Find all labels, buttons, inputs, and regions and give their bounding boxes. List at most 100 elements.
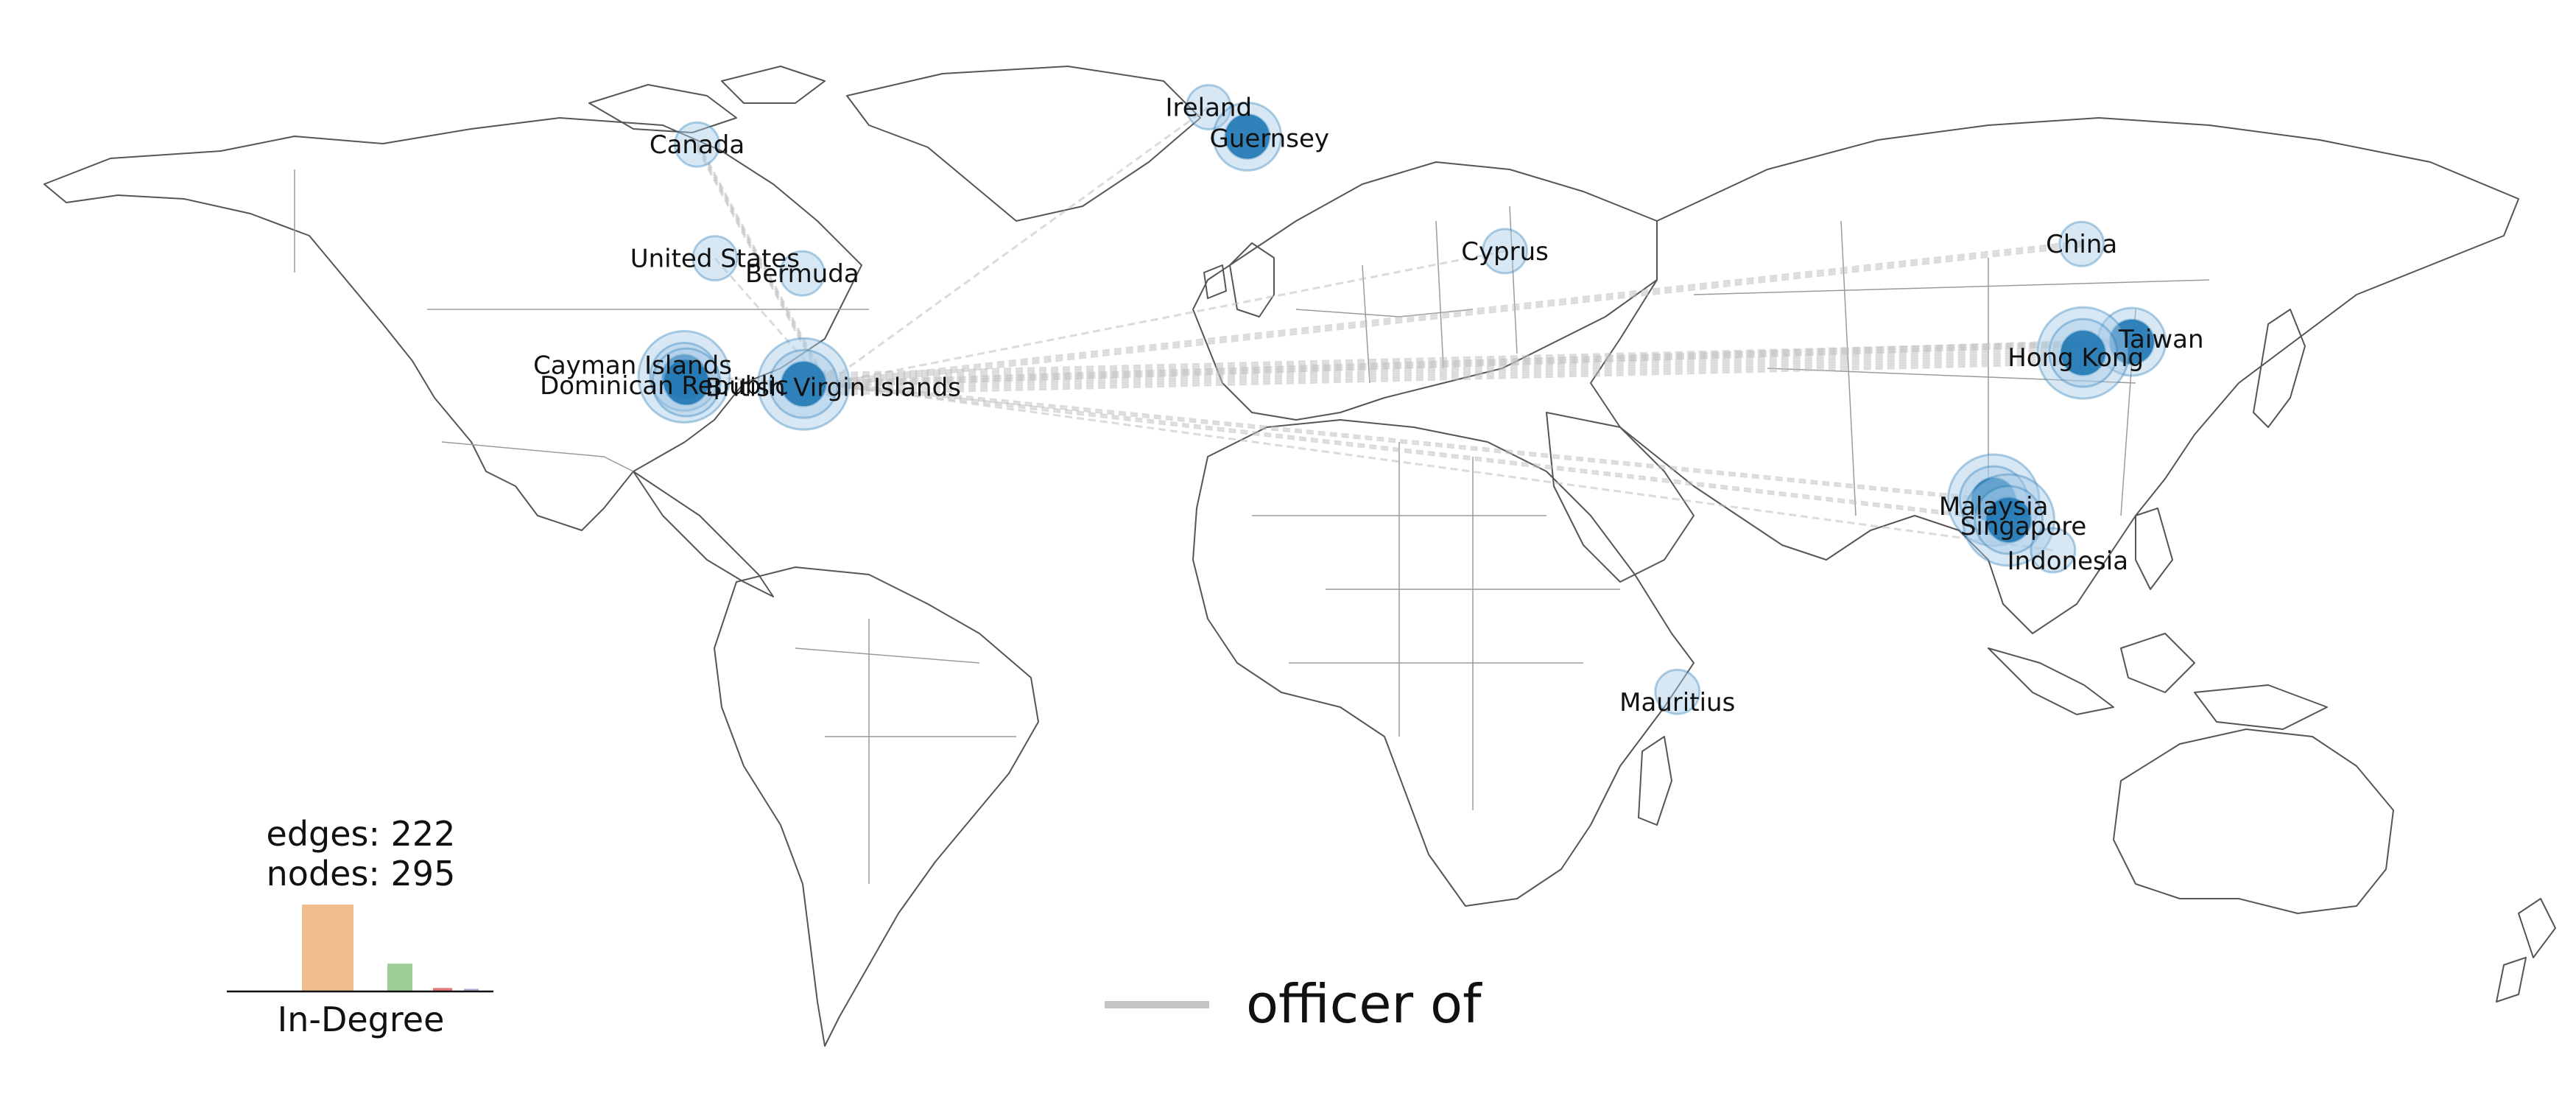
node-cyprus[interactable] bbox=[1482, 228, 1529, 275]
flow-edge-hong-kong-to-british-virgin-islands bbox=[824, 362, 2083, 400]
flow-edge-taiwan-to-british-virgin-islands bbox=[824, 340, 2132, 389]
us-mexico-border bbox=[441, 441, 634, 472]
europe-outline bbox=[1192, 161, 1658, 421]
node-canada[interactable] bbox=[674, 121, 721, 168]
flow-edge-hong-kong-to-british-virgin-islands bbox=[824, 351, 2083, 388]
node-ireland[interactable] bbox=[1185, 83, 1232, 130]
flow-edge-hong-kong-to-british-virgin-islands bbox=[824, 357, 2083, 395]
node-mauritius[interactable] bbox=[1654, 668, 1701, 715]
node-indonesia[interactable] bbox=[2030, 527, 2077, 574]
place-label-mauritius: Mauritius bbox=[1619, 688, 1735, 717]
node-british-virgin-islands[interactable] bbox=[756, 337, 851, 431]
edges-count: edges: 222 bbox=[267, 814, 456, 854]
flow-edge-hong-kong-to-british-virgin-islands bbox=[824, 341, 2083, 379]
node-ring-singapore bbox=[1985, 496, 2033, 544]
node-ring-british-virgin-islands bbox=[780, 360, 827, 407]
arabia-outline bbox=[1546, 412, 1695, 583]
place-label-singapore: Singapore bbox=[1960, 512, 2087, 541]
asia-outline bbox=[1590, 117, 2519, 634]
node-ring-indonesia bbox=[2030, 527, 2077, 574]
basemap bbox=[43, 66, 2556, 1047]
node-hong-kong[interactable] bbox=[2036, 306, 2130, 400]
africa-borders bbox=[1252, 442, 1620, 810]
flow-edge-hong-kong-to-british-virgin-islands bbox=[824, 345, 2083, 383]
node-china[interactable] bbox=[2058, 220, 2105, 267]
flow-edge-hong-kong-to-british-virgin-islands bbox=[824, 353, 2083, 390]
flow-edge-hong-kong-to-british-virgin-islands bbox=[824, 359, 2083, 398]
flow-edge-hong-kong-to-british-virgin-islands bbox=[824, 348, 2083, 386]
place-label-hong-kong: Hong Kong bbox=[2007, 343, 2144, 373]
australia-outline bbox=[2113, 728, 2394, 914]
histogram-bar-2 bbox=[387, 963, 412, 991]
place-label-china: China bbox=[2046, 230, 2117, 259]
in-degree-histogram: In-Degree bbox=[227, 905, 493, 1039]
flow-edge-singapore-to-british-virgin-islands bbox=[824, 379, 2009, 520]
node-ring-bermuda bbox=[778, 250, 826, 297]
place-label-guernsey: Guernsey bbox=[1209, 124, 1329, 153]
node-ring-guernsey bbox=[1224, 113, 1271, 160]
node-ring-china bbox=[2058, 220, 2105, 267]
europe-borders bbox=[1295, 206, 1518, 384]
southeast-asia-islands-outline bbox=[1988, 508, 2328, 730]
flow-edge-singapore-to-british-virgin-islands bbox=[824, 381, 2009, 523]
node-ring-united-states bbox=[691, 235, 739, 282]
node-ring-mauritius bbox=[1654, 668, 1701, 715]
place-label-united-states: United States bbox=[630, 245, 800, 274]
nodes-count: nodes: 295 bbox=[267, 854, 456, 893]
south-america-borders bbox=[795, 619, 1016, 884]
central-america-outline bbox=[633, 471, 774, 597]
arctic-islands-outline bbox=[588, 66, 826, 133]
node-ring-dominican-republic bbox=[663, 359, 710, 406]
flow-edge-hong-kong-to-british-virgin-islands bbox=[824, 355, 2083, 393]
node-guernsey[interactable] bbox=[1212, 101, 1283, 172]
madagascar-outline bbox=[1638, 736, 1672, 826]
node-bermuda[interactable] bbox=[778, 250, 826, 297]
north-america-outline bbox=[43, 117, 862, 531]
asia-borders bbox=[1693, 220, 2210, 516]
flow-edge-canada-to-british-virgin-islands bbox=[696, 142, 827, 384]
place-label-ireland: Ireland bbox=[1165, 93, 1252, 122]
flow-edge-ireland-to-british-virgin-islands bbox=[825, 106, 1210, 385]
flow-edge-cyprus-to-british-virgin-islands bbox=[824, 250, 1505, 387]
place-label-bermuda: Bermuda bbox=[745, 259, 859, 289]
node-dominican-republic[interactable] bbox=[651, 347, 722, 418]
country-borders bbox=[294, 169, 2210, 884]
greenland-outline bbox=[846, 66, 1201, 222]
node-singapore[interactable] bbox=[1962, 473, 2056, 567]
place-label-cayman-islands: Cayman Islands bbox=[533, 351, 732, 381]
network-stats: edges: 222 nodes: 295 bbox=[267, 814, 456, 893]
place-label-british-virgin-islands: British Virgin Islands bbox=[705, 373, 961, 402]
japan-outline bbox=[2253, 309, 2306, 428]
node-ring-cyprus bbox=[1482, 228, 1529, 275]
place-label-taiwan: Taiwan bbox=[2118, 325, 2204, 354]
flow-edge-malaysia-to-british-virgin-islands bbox=[824, 378, 1994, 500]
histogram-bar-3 bbox=[433, 988, 452, 991]
flow-edge-china-to-british-virgin-islands bbox=[824, 240, 2082, 386]
flow-edge-taiwan-to-british-virgin-islands bbox=[824, 343, 2132, 392]
place-label-canada: Canada bbox=[650, 130, 745, 160]
flow-edge-china-to-british-virgin-islands bbox=[824, 242, 2082, 388]
flow-edge-canada-to-british-virgin-islands bbox=[696, 140, 827, 382]
place-label-indonesia: Indonesia bbox=[2007, 547, 2128, 576]
flow-edge-china-to-british-virgin-islands bbox=[824, 245, 2082, 391]
flow-edges bbox=[696, 106, 2132, 552]
node-ring-hong-kong bbox=[2060, 329, 2107, 376]
flow-edge-taiwan-to-british-virgin-islands bbox=[824, 338, 2132, 387]
place-label-dominican-republic: Dominican Republic bbox=[540, 371, 789, 401]
histogram-bar-1 bbox=[302, 905, 353, 991]
south-america-outline bbox=[714, 566, 1039, 1047]
histogram-title: In-Degree bbox=[278, 1000, 445, 1039]
node-taiwan[interactable] bbox=[2097, 306, 2167, 377]
flow-edge-hong-kong-to-british-virgin-islands bbox=[824, 343, 2083, 381]
flow-edge-indonesia-to-british-virgin-islands bbox=[824, 380, 2054, 552]
node-ring-ireland bbox=[1185, 83, 1232, 130]
legend: officer of bbox=[1105, 973, 1482, 1035]
british-isles-outline bbox=[1203, 242, 1275, 317]
place-label-malaysia: Malaysia bbox=[1939, 492, 2049, 522]
new-zealand-outline bbox=[2496, 898, 2556, 1003]
flow-edge-united-states-to-british-virgin-islands bbox=[714, 257, 827, 385]
node-united-states[interactable] bbox=[691, 235, 739, 282]
flow-edge-canada-to-british-virgin-islands bbox=[696, 145, 827, 387]
